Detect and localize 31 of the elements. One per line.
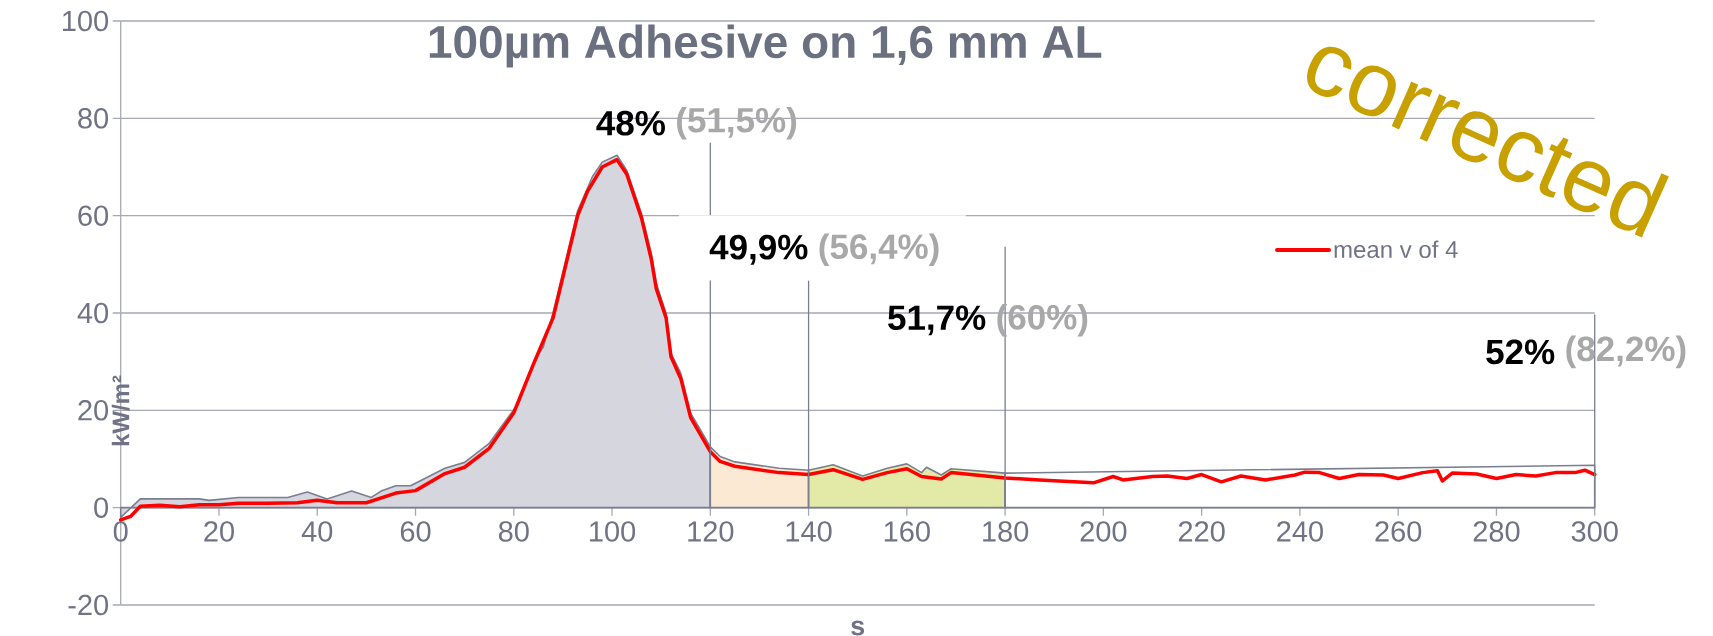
x-tick-label: 80	[498, 521, 529, 542]
x-tick-label: 60	[400, 521, 431, 542]
x-tick-label: 180	[983, 521, 1029, 542]
x-tick-label: 120	[688, 521, 734, 542]
x-tick-label: 160	[884, 521, 930, 542]
annotation: 52%	[1486, 339, 1555, 365]
y-tick-label: 40	[77, 302, 109, 324]
annotation: 48%	[596, 110, 665, 136]
annotation: (56,4%)	[819, 233, 939, 267]
annotation: 51,7%	[888, 305, 986, 336]
chart-title: 100µm Adhesive on 1,6 mm AL	[429, 24, 1102, 68]
y-tick-label: 60	[78, 205, 109, 226]
annotation: 49,9%	[709, 234, 808, 265]
x-axis-title: s	[851, 620, 865, 636]
x-tick-label: 240	[1277, 521, 1323, 542]
x-tick-label: 280	[1473, 521, 1520, 542]
x-tick-label: 20	[204, 521, 234, 542]
x-tick-label: 300	[1571, 521, 1618, 542]
y-axis-title: kW/m²	[111, 375, 130, 446]
x-tick-label: 140	[786, 521, 832, 542]
y-tick-label: 20	[78, 400, 109, 421]
y-tick-label: 80	[78, 108, 109, 129]
x-tick-label: 260	[1375, 521, 1422, 542]
y-tick-label: 0	[94, 497, 109, 518]
x-tick-label: 100	[590, 521, 636, 542]
y-tick-label: 100	[63, 10, 109, 32]
x-tick-label: 40	[301, 521, 333, 542]
x-tick-label: 200	[1080, 521, 1127, 542]
x-tick-label: 220	[1178, 521, 1225, 542]
y-tick-label: -20	[68, 594, 109, 616]
legend-label: mean v of 4	[1334, 240, 1458, 259]
